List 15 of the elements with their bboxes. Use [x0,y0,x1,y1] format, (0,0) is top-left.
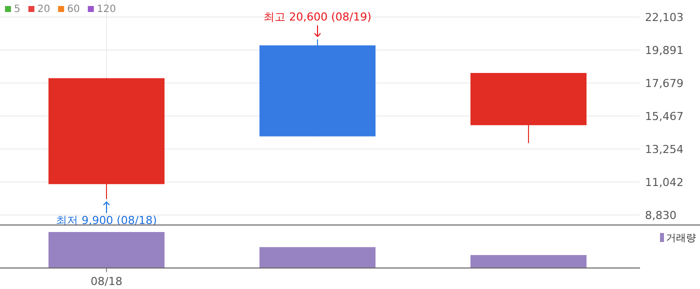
legend-label: 60 [67,4,80,15]
annotation: 최저 9,900 (08/18) [56,214,157,228]
annotation: 최고 20,600 (08/19) [264,10,372,24]
y-tick-label: 19,891 [645,44,684,57]
legend-label: 120 [96,4,116,15]
legend-label: 5 [14,4,20,15]
y-tick-label: 8,830 [645,209,676,222]
legend-label: 거래량 [666,233,696,244]
legend-label: 20 [37,4,50,15]
y-tick-label: 11,042 [645,176,684,189]
y-tick-label: 22,103 [645,10,684,24]
x-tick-label: 08/18 [90,275,122,288]
y-tick-label: 15,467 [645,110,684,123]
y-tick-label: 17,679 [645,76,684,90]
y-tick-label: 13,254 [645,142,684,156]
